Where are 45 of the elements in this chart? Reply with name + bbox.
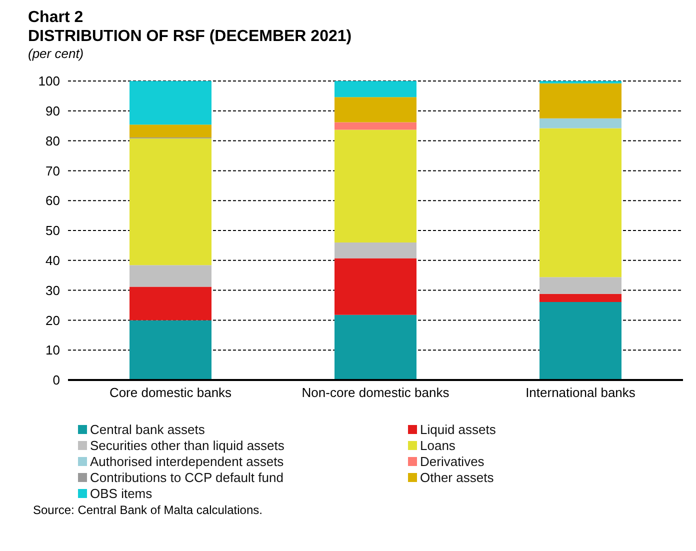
bar xyxy=(540,294,622,302)
bar xyxy=(130,138,212,266)
legend-label: Contributions to CCP default fund xyxy=(90,470,284,485)
y-tick-label: 80 xyxy=(46,133,60,148)
chart-title: Chart 2 DISTRIBUTION OF RSF (DECEMBER 2021) xyxy=(28,8,353,46)
y-tick-label: 40 xyxy=(46,253,60,268)
bar xyxy=(540,83,622,118)
bar xyxy=(130,124,212,138)
y-tick-label: 20 xyxy=(46,312,60,328)
legend-label: OBS items xyxy=(90,486,152,501)
legend-label: Derivatives xyxy=(420,454,484,469)
bar xyxy=(334,258,416,315)
bar xyxy=(334,130,416,242)
bar xyxy=(334,122,416,130)
source-note: Source: Central Bank of Malta calculations. xyxy=(32,503,264,517)
bar xyxy=(130,320,212,380)
bar xyxy=(334,97,416,122)
y-tick-label: 70 xyxy=(46,163,60,178)
y-tick-label: 90 xyxy=(46,104,60,119)
bar xyxy=(130,265,212,287)
x-tick-label: Non-core domestic banks xyxy=(302,385,450,400)
bar xyxy=(334,242,416,258)
y-tick-label: 60 xyxy=(46,193,60,208)
bar xyxy=(540,277,622,294)
y-tick-label: 50 xyxy=(46,223,60,238)
bar xyxy=(540,118,622,128)
bar xyxy=(540,302,622,380)
legend-label: Central bank assets xyxy=(90,422,205,437)
y-tick-label: 100 xyxy=(38,74,60,89)
bar xyxy=(130,81,212,125)
legend-label: Securities other than liquid assets xyxy=(90,438,284,453)
bar xyxy=(540,128,622,278)
legend-label: Other assets xyxy=(420,470,494,485)
x-tick-label: Core domestic banks xyxy=(109,385,232,400)
legend-label: Authorised interdependent assets xyxy=(90,454,284,469)
y-tick-label: 0 xyxy=(52,372,60,388)
legend-label: Loans xyxy=(420,438,456,453)
bar xyxy=(130,286,212,320)
x-tick-label: International banks xyxy=(526,385,636,400)
chart-subtitle: (per cent) xyxy=(27,46,85,61)
bar xyxy=(334,314,416,380)
y-tick-label: 30 xyxy=(46,282,60,298)
y-tick-label: 10 xyxy=(46,342,60,358)
bar xyxy=(334,81,416,98)
legend-label: Liquid assets xyxy=(420,422,496,437)
